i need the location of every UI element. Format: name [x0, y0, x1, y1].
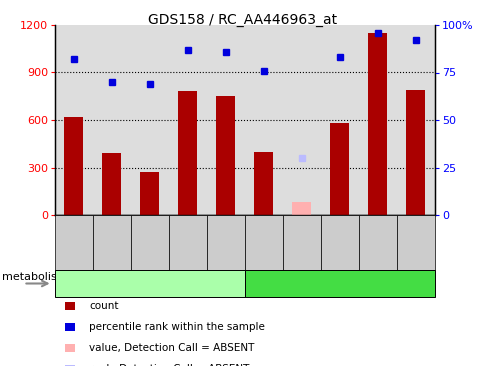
Bar	[254, 152, 273, 215]
Bar	[64, 117, 83, 215]
Text: GSM2310: GSM2310	[258, 219, 269, 266]
Bar	[330, 123, 349, 215]
Text: GSM2305: GSM2305	[221, 219, 230, 266]
Text: GSM2290: GSM2290	[107, 219, 117, 266]
Bar	[178, 92, 197, 215]
Text: GSM2295: GSM2295	[145, 219, 155, 266]
Bar	[368, 33, 387, 215]
Text: GSM2314: GSM2314	[296, 219, 306, 266]
Text: count: count	[89, 300, 118, 311]
Bar	[406, 90, 424, 215]
Bar	[102, 153, 121, 215]
Text: insulin resistant: insulin resistant	[106, 279, 194, 288]
Text: insulin sensitive: insulin sensitive	[295, 279, 384, 288]
Bar	[216, 96, 235, 215]
Text: rank, Detection Call = ABSENT: rank, Detection Call = ABSENT	[89, 364, 249, 366]
Text: GSM2285: GSM2285	[69, 219, 79, 266]
Text: percentile rank within the sample: percentile rank within the sample	[89, 322, 264, 332]
Text: metabolism: metabolism	[2, 272, 68, 282]
Text: value, Detection Call = ABSENT: value, Detection Call = ABSENT	[89, 343, 254, 353]
Text: GSM2319: GSM2319	[334, 219, 344, 266]
Bar	[292, 202, 311, 215]
Text: GSM2300: GSM2300	[182, 219, 193, 266]
Text: GDS158 / RC_AA446963_at: GDS158 / RC_AA446963_at	[148, 13, 336, 27]
Bar	[140, 172, 159, 215]
Text: GSM2324: GSM2324	[372, 219, 382, 266]
Text: GSM2329: GSM2329	[410, 219, 420, 266]
